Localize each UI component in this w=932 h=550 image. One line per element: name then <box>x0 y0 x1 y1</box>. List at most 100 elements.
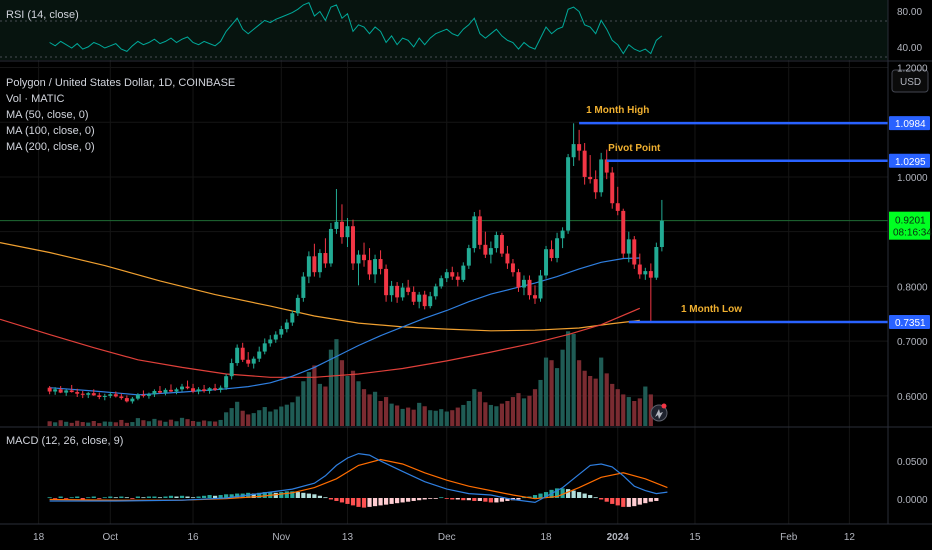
candle-20[interactable] <box>157 386 162 394</box>
candle-13[interactable] <box>119 393 124 400</box>
annotations[interactable]: 1 Month High Pivot Point 1 Month Low <box>579 105 888 324</box>
candle-24[interactable] <box>180 383 184 392</box>
candle-16[interactable] <box>135 393 140 401</box>
candle-90[interactable] <box>544 245 549 279</box>
candle-25[interactable] <box>185 380 190 390</box>
candle-12[interactable] <box>113 391 118 398</box>
candle-98[interactable] <box>588 155 593 184</box>
candle-1[interactable] <box>53 387 58 395</box>
candle-57[interactable] <box>362 242 367 267</box>
candle-94[interactable] <box>566 153 571 234</box>
candle-101[interactable] <box>604 149 609 180</box>
candle-63[interactable] <box>395 282 400 303</box>
candle-65[interactable] <box>406 279 411 296</box>
candle-89[interactable] <box>538 270 543 302</box>
candle-74[interactable] <box>455 272 460 287</box>
replay-icon[interactable] <box>650 403 668 422</box>
candle-83[interactable] <box>505 245 510 269</box>
candle-40[interactable] <box>268 335 273 347</box>
candle-107[interactable] <box>637 253 642 279</box>
candle-80[interactable] <box>488 241 493 264</box>
candle-77[interactable] <box>472 211 477 253</box>
candle-32[interactable] <box>224 374 229 390</box>
candles[interactable] <box>47 123 664 404</box>
candle-41[interactable] <box>273 331 278 343</box>
candle-6[interactable] <box>80 390 85 399</box>
candle-56[interactable] <box>356 250 361 286</box>
candle-58[interactable] <box>367 248 372 280</box>
candle-105[interactable] <box>626 231 631 263</box>
candle-92[interactable] <box>555 232 560 263</box>
candle-82[interactable] <box>499 232 504 257</box>
candle-8[interactable] <box>91 389 96 396</box>
candle-68[interactable] <box>422 290 427 310</box>
candle-78[interactable] <box>477 209 482 250</box>
candle-100[interactable] <box>599 152 604 197</box>
candle-87[interactable] <box>527 275 532 300</box>
candle-46[interactable] <box>301 272 306 302</box>
candle-5[interactable] <box>75 388 80 397</box>
annotation-1[interactable]: Pivot Point <box>606 143 888 163</box>
candle-71[interactable] <box>439 275 444 289</box>
candle-91[interactable] <box>549 240 554 262</box>
candle-19[interactable] <box>152 389 157 397</box>
candle-23[interactable] <box>174 387 179 395</box>
candle-45[interactable] <box>295 294 300 316</box>
candle-29[interactable] <box>207 387 212 394</box>
candle-3[interactable] <box>64 389 69 396</box>
candle-4[interactable] <box>69 384 74 393</box>
annotation-2[interactable]: 1 Month Low <box>628 304 888 324</box>
candle-102[interactable] <box>610 167 615 209</box>
candle-28[interactable] <box>202 384 207 393</box>
annotation-0[interactable]: 1 Month High <box>579 105 888 125</box>
candle-35[interactable] <box>240 342 245 362</box>
candle-110[interactable] <box>654 242 659 280</box>
candle-99[interactable] <box>593 170 598 199</box>
candle-66[interactable] <box>411 286 416 306</box>
candle-75[interactable] <box>461 262 466 283</box>
candle-33[interactable] <box>229 358 234 380</box>
candle-59[interactable] <box>373 254 378 284</box>
candle-51[interactable] <box>328 222 333 267</box>
candle-11[interactable] <box>108 392 113 399</box>
candle-62[interactable] <box>389 280 394 302</box>
candle-106[interactable] <box>632 236 637 269</box>
candle-43[interactable] <box>284 319 289 333</box>
candle-27[interactable] <box>196 387 201 395</box>
candle-76[interactable] <box>466 244 471 269</box>
candle-85[interactable] <box>516 268 521 292</box>
candle-54[interactable] <box>345 218 350 248</box>
candle-22[interactable] <box>168 384 173 393</box>
candle-26[interactable] <box>191 383 196 394</box>
candle-86[interactable] <box>521 275 526 296</box>
candle-60[interactable] <box>378 250 383 275</box>
candle-37[interactable] <box>251 356 256 369</box>
candle-64[interactable] <box>400 283 405 301</box>
candle-53[interactable] <box>339 204 344 244</box>
candle-42[interactable] <box>279 325 284 338</box>
candle-103[interactable] <box>615 186 620 216</box>
candle-18[interactable] <box>146 392 151 399</box>
candle-108[interactable] <box>643 267 648 280</box>
candle-111[interactable] <box>659 199 664 252</box>
candle-93[interactable] <box>560 227 565 249</box>
candle-73[interactable] <box>450 266 455 280</box>
price-pane[interactable]: 1 Month High Pivot Point 1 Month Low Polyg… <box>0 63 932 426</box>
candle-2[interactable] <box>58 386 63 394</box>
candle-104[interactable] <box>621 208 626 258</box>
candle-44[interactable] <box>290 310 295 326</box>
candle-9[interactable] <box>97 392 102 400</box>
candle-10[interactable] <box>102 393 107 401</box>
candle-88[interactable] <box>533 285 537 304</box>
candle-30[interactable] <box>213 383 218 391</box>
candle-97[interactable] <box>582 143 587 185</box>
candle-72[interactable] <box>444 268 449 283</box>
candle-50[interactable] <box>323 238 328 268</box>
candle-15[interactable] <box>130 396 135 404</box>
candle-31[interactable] <box>218 385 223 393</box>
candle-61[interactable] <box>384 264 389 302</box>
candle-0[interactable] <box>47 386 52 395</box>
candle-52[interactable] <box>334 188 339 234</box>
currency-button[interactable]: USD <box>891 69 929 93</box>
